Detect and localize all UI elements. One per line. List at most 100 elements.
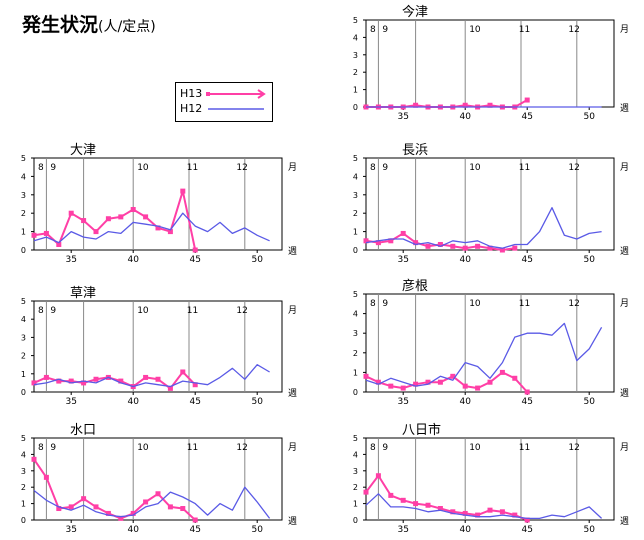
y-tick-label: 3 (21, 191, 26, 200)
x-tick-label: 40 (459, 525, 471, 535)
data-point-h13 (143, 214, 149, 220)
legend: H13 H12 (175, 82, 273, 122)
week-unit-label: 週 (620, 388, 629, 399)
data-point-h13 (524, 517, 530, 523)
y-tick-label: 5 (353, 16, 358, 25)
data-point-h13 (192, 517, 198, 523)
data-point-h13 (180, 506, 186, 512)
data-point-h13 (375, 379, 381, 385)
y-tick-label: 0 (353, 388, 358, 397)
chart-title: 八日市 (402, 422, 441, 438)
y-tick-label: 4 (353, 172, 358, 181)
x-tick-label: 45 (189, 255, 200, 265)
month-label: 10 (469, 163, 481, 173)
data-point-h13 (155, 491, 161, 497)
data-point-h13 (400, 497, 406, 503)
month-label: 9 (50, 306, 56, 316)
plot-frame (33, 437, 283, 521)
month-label: 12 (568, 299, 579, 309)
y-tick-label: 0 (21, 516, 26, 525)
data-point-h13 (425, 243, 431, 249)
data-point-h13 (375, 240, 381, 246)
x-tick-label: 45 (521, 112, 532, 122)
week-unit-label: 週 (620, 103, 629, 114)
y-tick-label: 2 (353, 483, 358, 492)
x-tick-label: 35 (65, 255, 76, 265)
month-label: 10 (469, 443, 481, 453)
y-tick-label: 0 (21, 246, 26, 255)
month-label: 9 (382, 25, 388, 35)
month-label: 8 (370, 299, 376, 309)
data-point-h13 (155, 376, 161, 382)
series-line-h12 (365, 207, 602, 249)
data-point-h13 (487, 245, 493, 251)
data-point-h13 (462, 102, 468, 108)
data-point-h13 (167, 504, 173, 510)
x-tick-label: 50 (583, 112, 595, 122)
y-tick-label: 2 (353, 68, 358, 77)
month-unit-label: 月 (620, 298, 629, 309)
month-label: 11 (519, 299, 530, 309)
data-point-h13 (43, 374, 49, 380)
month-unit-label: 月 (288, 305, 297, 316)
month-label: 10 (137, 306, 149, 316)
month-label: 9 (382, 299, 388, 309)
data-point-h13 (524, 97, 530, 103)
title-main: 発生状況 (22, 14, 99, 36)
chart-minakuchi: 水口 8 9 10 11 12 月 0 1 2 3 4 5 35 40 45 50 週 (8, 420, 308, 538)
data-point-h13 (487, 102, 493, 108)
data-point-h13 (105, 510, 111, 516)
data-point-h13 (462, 383, 468, 389)
x-tick-label: 50 (251, 525, 263, 535)
data-point-h13 (388, 492, 394, 498)
x-tick-label: 45 (189, 525, 200, 535)
data-point-h13 (487, 507, 493, 513)
data-point-h13 (118, 378, 124, 384)
y-tick-label: 3 (21, 467, 26, 476)
data-point-h13 (93, 229, 99, 235)
x-tick-label: 40 (127, 397, 139, 407)
x-tick-label: 35 (65, 397, 76, 407)
data-point-h13 (68, 378, 74, 384)
x-tick-label: 35 (397, 112, 408, 122)
chart-title: 水口 (70, 423, 96, 438)
y-tick-label: 4 (353, 450, 358, 459)
month-label: 11 (187, 163, 198, 173)
y-tick-label: 2 (353, 209, 358, 218)
page-title: 発生状況(人/定点) (22, 10, 156, 37)
data-point-h13 (425, 379, 431, 385)
y-tick-label: 5 (353, 290, 358, 299)
x-tick-label: 40 (459, 255, 471, 265)
y-tick-label: 1 (353, 368, 358, 377)
legend-label-h13: H13 (180, 87, 203, 100)
y-tick-label: 4 (21, 172, 26, 181)
x-tick-label: 35 (397, 525, 408, 535)
month-label: 12 (236, 306, 247, 316)
month-label: 10 (137, 443, 149, 453)
x-tick-label: 40 (459, 112, 471, 122)
month-label: 9 (382, 163, 388, 173)
y-tick-label: 1 (353, 86, 358, 95)
month-label: 11 (519, 163, 530, 173)
chart-imazu: 今津 8 9 10 11 12 月 0 1 2 3 4 5 35 40 45 50 週 (340, 2, 640, 125)
chart-title: 大津 (70, 143, 96, 158)
data-point-h13 (437, 241, 443, 247)
x-tick-label: 50 (583, 525, 595, 535)
data-point-h13 (143, 374, 149, 380)
month-label: 10 (137, 163, 149, 173)
y-tick-label: 5 (21, 154, 26, 163)
data-point-h13 (400, 385, 406, 391)
month-label: 11 (187, 443, 198, 453)
data-point-h13 (413, 102, 419, 108)
y-tick-label: 0 (353, 246, 358, 255)
data-point-h13 (31, 232, 37, 238)
series-line-h12 (33, 486, 271, 519)
x-tick-label: 45 (521, 397, 532, 407)
month-label: 12 (568, 25, 579, 35)
data-point-h13 (167, 229, 173, 235)
y-tick-label: 0 (21, 388, 26, 397)
